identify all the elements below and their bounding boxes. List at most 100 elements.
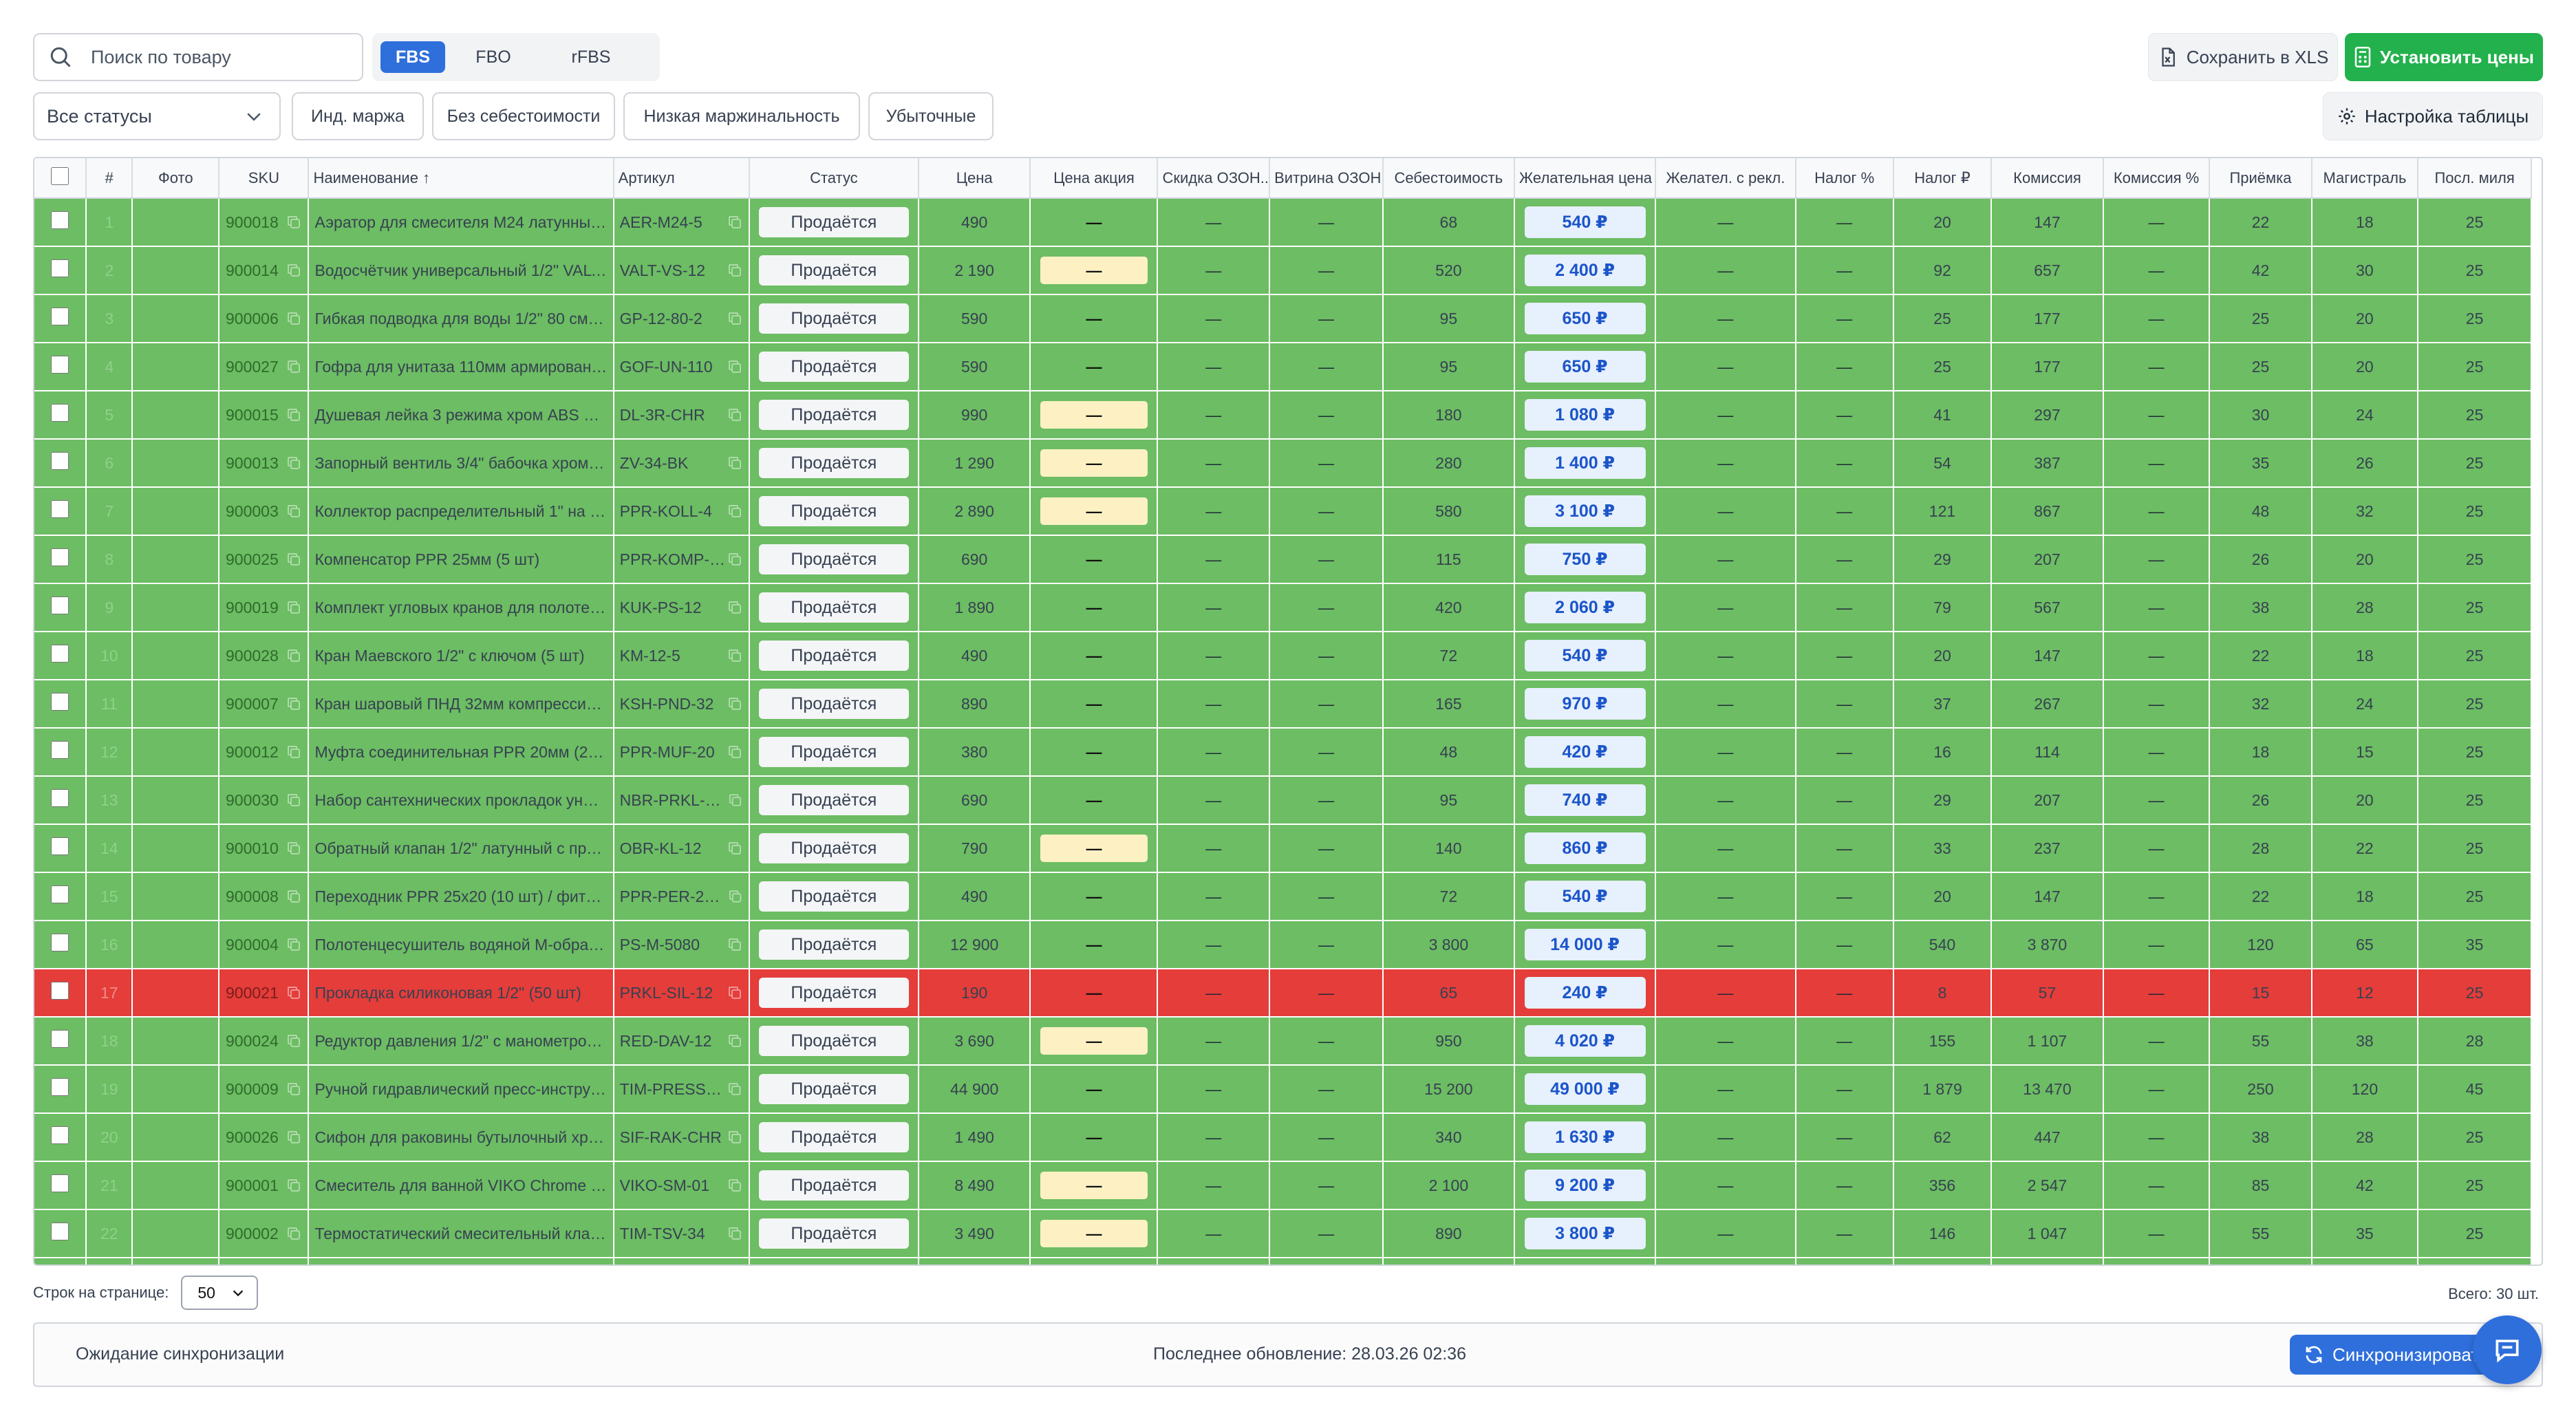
header-article[interactable]: Артикул: [613, 158, 750, 199]
filter-no-cost[interactable]: Без себестоимости: [432, 92, 615, 140]
filter-low-margin[interactable]: Низкая маржинальность: [623, 92, 860, 140]
header-tax-rub[interactable]: Налог ₽: [1893, 158, 1993, 199]
desired-price-input[interactable]: 3 800 ₽: [1524, 1218, 1646, 1249]
copy-icon[interactable]: [727, 358, 743, 375]
desired-price-input[interactable]: 970 ₽: [1524, 688, 1646, 720]
copy-icon[interactable]: [727, 1033, 743, 1049]
desired-price-input[interactable]: 4 020 ₽: [1524, 1025, 1646, 1057]
status-dropdown[interactable]: Продаётся: [758, 255, 909, 286]
row-name[interactable]: Муфта соединительная PPR 20мм (20 шт): [308, 728, 614, 777]
status-dropdown[interactable]: Продаётся: [758, 689, 909, 719]
row-select-cell[interactable]: [34, 1161, 87, 1210]
copy-icon[interactable]: [727, 503, 743, 519]
search-input[interactable]: [91, 46, 352, 68]
copy-icon[interactable]: [727, 455, 743, 471]
row-select-cell[interactable]: [34, 246, 87, 295]
row-select-cell[interactable]: [34, 776, 87, 825]
row-checkbox[interactable]: [51, 693, 69, 711]
status-dropdown[interactable]: Продаётся: [758, 929, 909, 960]
copy-icon[interactable]: [727, 407, 743, 423]
desired-price-input[interactable]: 540 ₽: [1524, 206, 1646, 238]
table-row[interactable]: 17 900021 Прокладка силиконовая 1/2" (50 ш…: [34, 969, 2532, 1018]
row-select-cell[interactable]: [34, 583, 87, 632]
row-name[interactable]: Компенсатор PPR 25мм (5 шт): [308, 535, 614, 584]
row-name[interactable]: Сифон для раковины бутылочный хромирован…: [308, 1113, 614, 1162]
row-name[interactable]: Переходник PPR 25x20 (10 шт) / фитинг PP…: [308, 872, 614, 921]
row-select-cell[interactable]: [34, 1065, 87, 1114]
row-checkbox[interactable]: [51, 1030, 69, 1048]
table-row[interactable]: 13 900030 Набор сантехнических прокладок у…: [34, 776, 2532, 825]
table-row[interactable]: 4 900027 Гофра для унитаза 110мм армирован…: [34, 343, 2532, 391]
row-checkbox[interactable]: [51, 548, 69, 566]
copy-icon[interactable]: [286, 1177, 302, 1194]
table-row[interactable]: 10 900028 Кран Маевского 1/2" с ключом (5 …: [34, 632, 2532, 680]
row-name[interactable]: Полотенцесушитель водяной М-образный 500…: [308, 921, 614, 969]
copy-icon[interactable]: [727, 1129, 743, 1145]
promo-price-input[interactable]: —: [1040, 1027, 1148, 1055]
row-select-cell[interactable]: [34, 391, 87, 440]
tab-fbo[interactable]: FBO: [475, 47, 511, 67]
table-row[interactable]: 9 900019 Комплект угловых кранов для полот…: [34, 583, 2532, 632]
copy-icon[interactable]: [286, 407, 302, 423]
promo-price-input[interactable]: —: [1040, 497, 1148, 525]
status-dropdown[interactable]: Продаётся: [758, 544, 909, 574]
status-dropdown[interactable]: Продаётся: [758, 1026, 909, 1056]
desired-price-input[interactable]: 49 000 ₽: [1524, 1073, 1646, 1105]
desired-price-input[interactable]: 1 400 ₽: [1524, 447, 1646, 479]
copy-icon[interactable]: [727, 936, 743, 953]
row-name[interactable]: Смеситель для ванной VIKO Chrome с душем: [308, 1161, 614, 1210]
status-dropdown[interactable]: Продаётся: [758, 400, 909, 430]
status-dropdown[interactable]: Продаётся: [758, 1218, 909, 1249]
copy-icon[interactable]: [286, 985, 302, 1001]
table-row[interactable]: 21 900001 Смеситель для ванной VIKO Chrome…: [34, 1161, 2532, 1210]
status-dropdown[interactable]: Продаётся: [758, 1074, 909, 1104]
status-dropdown[interactable]: Продаётся: [758, 448, 909, 478]
promo-price-input[interactable]: —: [1040, 835, 1148, 862]
desired-price-input[interactable]: 2 060 ₽: [1524, 592, 1646, 623]
status-dropdown[interactable]: Продаётся: [758, 833, 909, 863]
table-row[interactable]: 8 900025 Компенсатор PPR 25мм (5 шт) PPR-KO…: [34, 535, 2532, 584]
row-checkbox[interactable]: [51, 1174, 69, 1192]
status-dropdown[interactable]: Продаётся: [758, 641, 909, 671]
row-name[interactable]: Водосчётчик универсальный 1/2" VALTEC: [308, 246, 614, 295]
tab-fbs[interactable]: FBS: [380, 41, 445, 73]
row-name[interactable]: Прокладка силиконовая 1/2" (50 шт): [308, 969, 614, 1018]
row-name[interactable]: Набор сантехнических прокладок универсал…: [308, 776, 614, 825]
desired-price-input[interactable]: 9 200 ₽: [1524, 1170, 1646, 1201]
status-dropdown[interactable]: Продаётся: [758, 592, 909, 623]
copy-icon[interactable]: [286, 455, 302, 471]
desired-price-input[interactable]: 14 000 ₽: [1524, 929, 1646, 960]
desired-price-input[interactable]: 750 ₽: [1524, 544, 1646, 575]
row-checkbox[interactable]: [51, 211, 69, 229]
copy-icon[interactable]: [286, 1225, 302, 1242]
status-dropdown[interactable]: Продаётся: [758, 496, 909, 526]
row-select-cell[interactable]: [34, 921, 87, 969]
row-select-cell[interactable]: [34, 198, 87, 247]
table-row[interactable]: 12 900012 Муфта соединительная PPR 20мм (2…: [34, 728, 2532, 777]
row-checkbox[interactable]: [51, 1223, 69, 1240]
header-desired-price[interactable]: Желательная цена: [1514, 158, 1657, 199]
copy-icon[interactable]: [727, 262, 743, 279]
row-name[interactable]: Запорный вентиль 3/4" бабочка хромирован…: [308, 439, 614, 488]
header-promo-price[interactable]: Цена акция: [1030, 158, 1159, 199]
copy-icon[interactable]: [727, 310, 743, 327]
row-select-cell[interactable]: [34, 1017, 87, 1066]
table-row[interactable]: 5 900015 Душевая лейка 3 режима хром ABS п…: [34, 391, 2532, 440]
row-select-cell[interactable]: [34, 1113, 87, 1162]
desired-price-input[interactable]: 2 400 ₽: [1524, 255, 1646, 286]
copy-icon[interactable]: [286, 1033, 302, 1049]
row-select-cell[interactable]: [34, 728, 87, 777]
row-name[interactable]: Аэратор для смесителя M24 латунный (5 шт…: [308, 198, 614, 247]
table-row[interactable]: 22 900002 Термостатический смесительный кл…: [34, 1209, 2532, 1258]
copy-icon[interactable]: [286, 696, 302, 712]
promo-price-input[interactable]: —: [1040, 449, 1148, 477]
copy-icon[interactable]: [286, 936, 302, 953]
header-status[interactable]: Статус: [749, 158, 919, 199]
sync-button[interactable]: Синхронизировать: [2290, 1335, 2503, 1375]
row-name[interactable]: Гибкая подводка для воды 1/2" 80 см (2 ш…: [308, 294, 614, 343]
table-row[interactable]: 7 900003 Коллектор распределительный 1" на…: [34, 487, 2532, 536]
row-select-cell[interactable]: [34, 343, 87, 391]
row-name[interactable]: Кран Маевского 1/2" с ключом (5 шт): [308, 632, 614, 680]
search-box[interactable]: [33, 33, 363, 81]
promo-price-input[interactable]: —: [1040, 401, 1148, 429]
